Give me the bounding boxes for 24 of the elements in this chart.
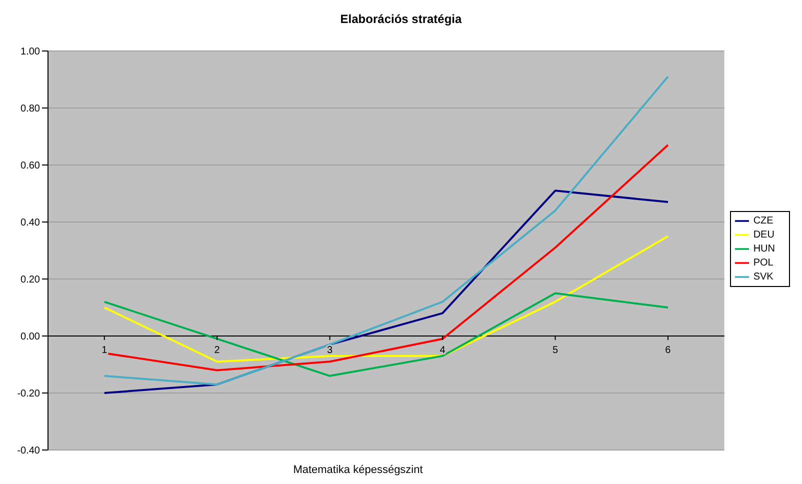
x-tick-label: 5 — [552, 345, 558, 356]
y-tick-label: -0.20 — [17, 388, 40, 400]
legend-label: HUN — [753, 244, 775, 255]
legend-label: POL — [753, 258, 774, 269]
y-tick-label: 0.00 — [20, 332, 40, 343]
x-tick-label: 4 — [440, 345, 446, 356]
x-axis-title: Matematika képességszint — [292, 464, 424, 476]
x-tick-label: 2 — [214, 345, 220, 356]
y-tick-label: 0.20 — [20, 274, 40, 286]
line-series — [103, 76, 669, 386]
y-tick-label: -0.40 — [17, 446, 40, 457]
legend-label: DEU — [753, 230, 774, 241]
legend-label: SVK — [753, 272, 774, 283]
y-tick-label: 1.00 — [20, 46, 40, 58]
line-series — [103, 235, 669, 363]
x-tick-label: 3 — [327, 345, 334, 356]
chart-title: Elaborációs stratégia — [339, 11, 463, 28]
x-tick-label: 6 — [665, 345, 672, 356]
line-series — [103, 292, 669, 377]
legend-label: CZE — [753, 216, 774, 227]
x-tick-label: 1 — [102, 345, 108, 356]
y-tick-label: 0.40 — [20, 218, 40, 229]
y-tick-label: 0.80 — [20, 104, 40, 115]
y-tick-label: 0.60 — [20, 160, 40, 172]
